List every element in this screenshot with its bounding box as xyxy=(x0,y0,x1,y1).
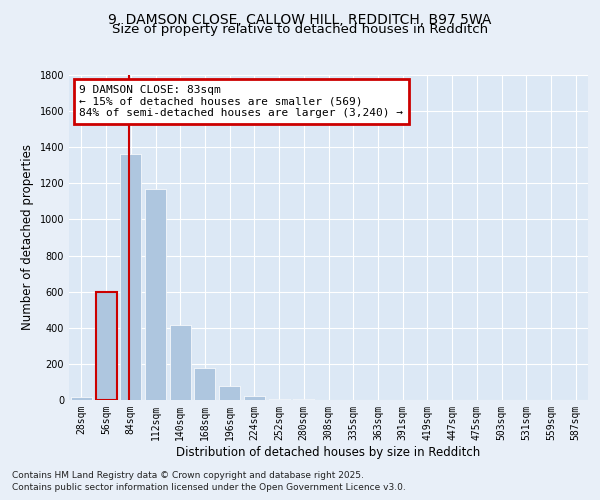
Y-axis label: Number of detached properties: Number of detached properties xyxy=(21,144,34,330)
Bar xyxy=(120,154,141,400)
Bar xyxy=(71,398,92,400)
Text: 9 DAMSON CLOSE: 83sqm
← 15% of detached houses are smaller (569)
84% of semi-det: 9 DAMSON CLOSE: 83sqm ← 15% of detached … xyxy=(79,84,403,118)
Bar xyxy=(269,398,290,400)
Text: Contains public sector information licensed under the Open Government Licence v3: Contains public sector information licen… xyxy=(12,484,406,492)
Text: Contains HM Land Registry data © Crown copyright and database right 2025.: Contains HM Land Registry data © Crown c… xyxy=(12,471,364,480)
Bar xyxy=(170,325,191,400)
Bar xyxy=(219,386,240,400)
Text: 9, DAMSON CLOSE, CALLOW HILL, REDDITCH, B97 5WA: 9, DAMSON CLOSE, CALLOW HILL, REDDITCH, … xyxy=(109,12,491,26)
Bar xyxy=(145,188,166,400)
Text: Size of property relative to detached houses in Redditch: Size of property relative to detached ho… xyxy=(112,22,488,36)
X-axis label: Distribution of detached houses by size in Redditch: Distribution of detached houses by size … xyxy=(176,446,481,458)
Bar xyxy=(194,368,215,400)
Bar xyxy=(95,292,116,400)
Bar xyxy=(244,396,265,400)
